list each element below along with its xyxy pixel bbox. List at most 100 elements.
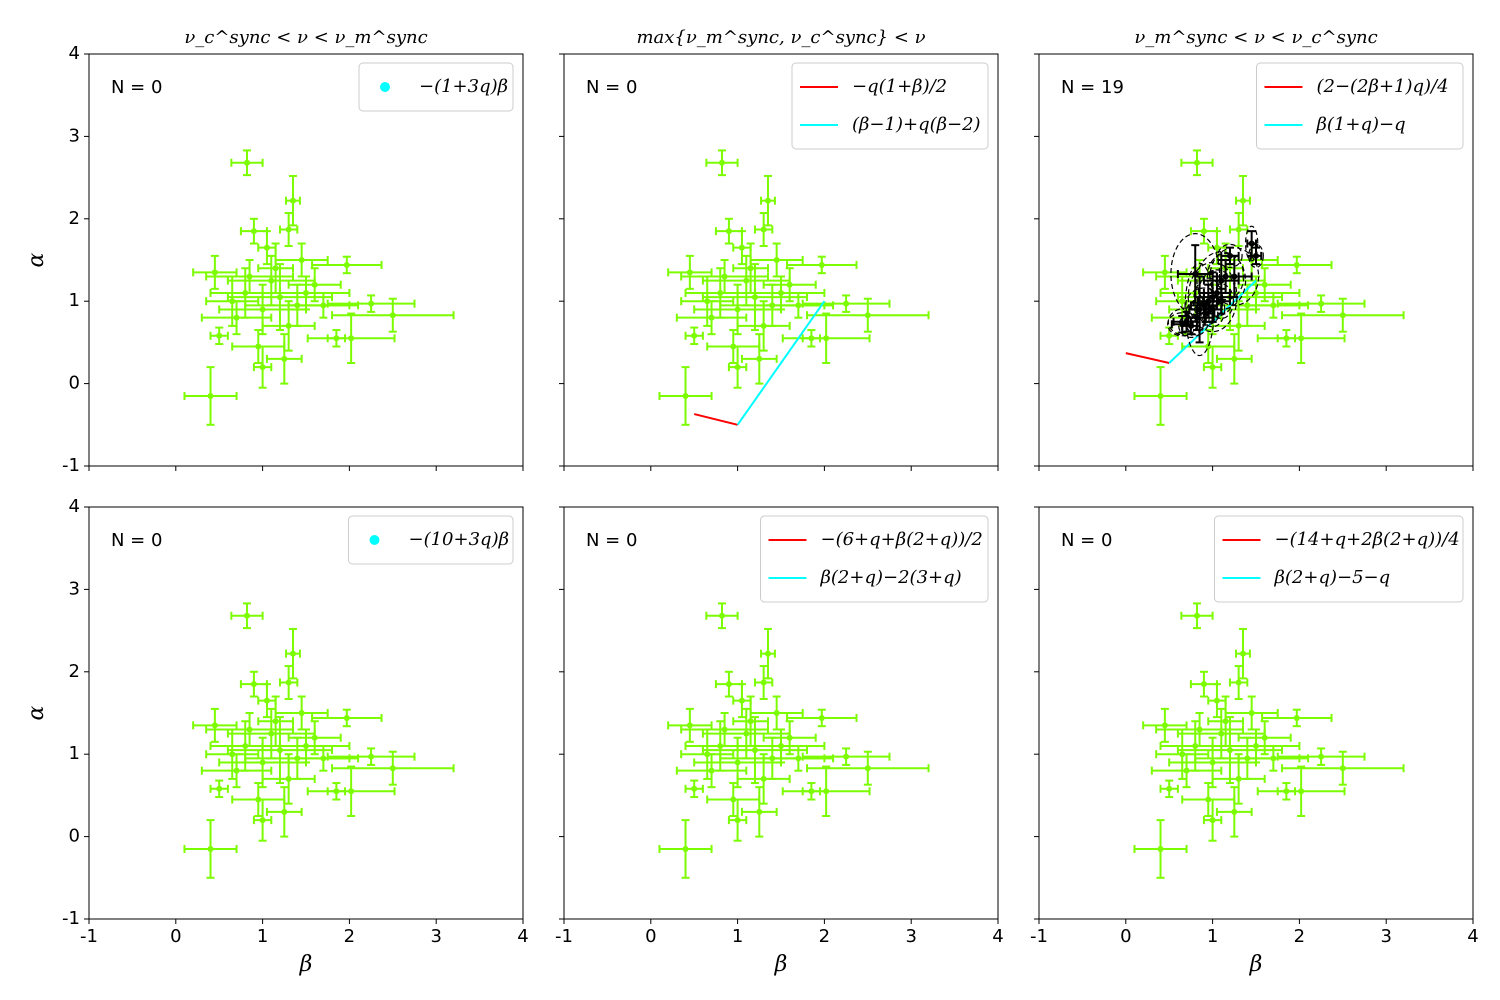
point	[751, 294, 758, 301]
point	[1253, 252, 1259, 259]
point	[243, 612, 250, 619]
point	[1209, 817, 1216, 824]
point	[786, 281, 793, 288]
point	[250, 681, 257, 688]
point	[725, 681, 732, 688]
point	[255, 343, 262, 350]
y-tick-label: -1	[62, 455, 80, 476]
point	[769, 302, 776, 309]
point	[682, 392, 689, 399]
point	[1318, 300, 1325, 307]
x-tick-label: 4	[517, 926, 528, 947]
legend-marker	[369, 535, 380, 545]
point	[1318, 753, 1325, 760]
annotation: N = 0	[1061, 530, 1112, 551]
point	[1166, 332, 1173, 339]
x-tick-label: 0	[170, 926, 181, 947]
point	[268, 277, 275, 284]
point	[242, 742, 249, 749]
x-tick-label: 2	[1294, 926, 1305, 947]
point	[1248, 240, 1255, 247]
plot-area	[1133, 602, 1405, 879]
point	[1239, 650, 1246, 657]
y-tick-label: 3	[69, 578, 80, 599]
x-tick-label: 3	[430, 926, 441, 947]
point	[1213, 244, 1220, 251]
point	[747, 718, 754, 725]
legend-box	[1214, 515, 1464, 603]
point	[734, 817, 741, 824]
legend-box	[1256, 62, 1464, 150]
point	[368, 753, 375, 760]
point	[760, 679, 767, 686]
line	[736, 300, 826, 426]
point	[1226, 747, 1233, 754]
panel: -1 0 1 2 3 4 β N = 0 −(14+q+2β(2+q))/4 β(2+q)−5−q	[1030, 506, 1479, 977]
x-axis-label: β	[299, 952, 313, 977]
y-axis-label: α	[24, 705, 49, 720]
point	[289, 650, 296, 657]
error-ellipse	[1248, 243, 1264, 269]
point	[263, 697, 270, 704]
point	[272, 718, 279, 725]
error-ellipse	[1178, 313, 1204, 339]
point	[303, 742, 309, 749]
x-axis-label: β	[774, 952, 788, 977]
annotation: N = 0	[111, 77, 162, 98]
point	[348, 788, 355, 795]
x-tick-label: 0	[1120, 926, 1131, 947]
point	[343, 261, 350, 268]
point	[1213, 697, 1220, 704]
point	[250, 228, 257, 235]
y-axis-label: α	[24, 252, 49, 267]
point	[243, 159, 250, 166]
point	[760, 322, 767, 329]
point	[1205, 796, 1212, 803]
point	[1187, 322, 1194, 329]
y-tick-label: 1	[69, 290, 80, 311]
legend-label: −(10+3q)β	[409, 529, 510, 550]
point	[734, 364, 741, 371]
x-axis-label: β	[1249, 952, 1263, 977]
point	[751, 747, 758, 754]
point	[743, 277, 750, 284]
point	[285, 679, 292, 686]
line	[1125, 352, 1170, 364]
y-tick-label: 3	[69, 125, 80, 146]
point	[738, 244, 745, 251]
point	[738, 697, 745, 704]
panel-title: ν_c^sync < ν < ν_m^sync	[184, 27, 427, 48]
point	[1235, 679, 1242, 686]
axes-frame	[1038, 506, 1474, 920]
point	[1183, 767, 1190, 774]
point	[216, 785, 223, 792]
point	[1226, 252, 1233, 259]
point	[1293, 714, 1300, 721]
point	[764, 650, 771, 657]
point	[818, 714, 825, 721]
y-tick-label: 0	[69, 826, 80, 847]
legend-label: −(14+q+2β(2+q))/4	[1275, 529, 1460, 550]
point	[823, 788, 830, 795]
panel: max{ν_m^sync, ν_c^sync} < ν N = 0 −q(1+β)/…	[559, 27, 999, 471]
point	[682, 845, 689, 852]
plot-area	[658, 602, 930, 879]
point	[333, 335, 340, 342]
point	[1209, 759, 1216, 766]
x-tick-label: 2	[819, 926, 830, 947]
point	[747, 265, 754, 272]
point	[333, 788, 340, 795]
point	[272, 265, 279, 272]
point	[263, 244, 270, 251]
point	[303, 289, 309, 296]
point	[289, 197, 296, 204]
point	[1298, 335, 1305, 342]
point	[704, 751, 711, 758]
plot-area	[658, 149, 930, 426]
error-ellipse	[1244, 225, 1259, 262]
point	[1253, 742, 1259, 749]
point	[721, 273, 728, 280]
point	[743, 730, 750, 737]
x-tick-label: 3	[905, 926, 916, 947]
